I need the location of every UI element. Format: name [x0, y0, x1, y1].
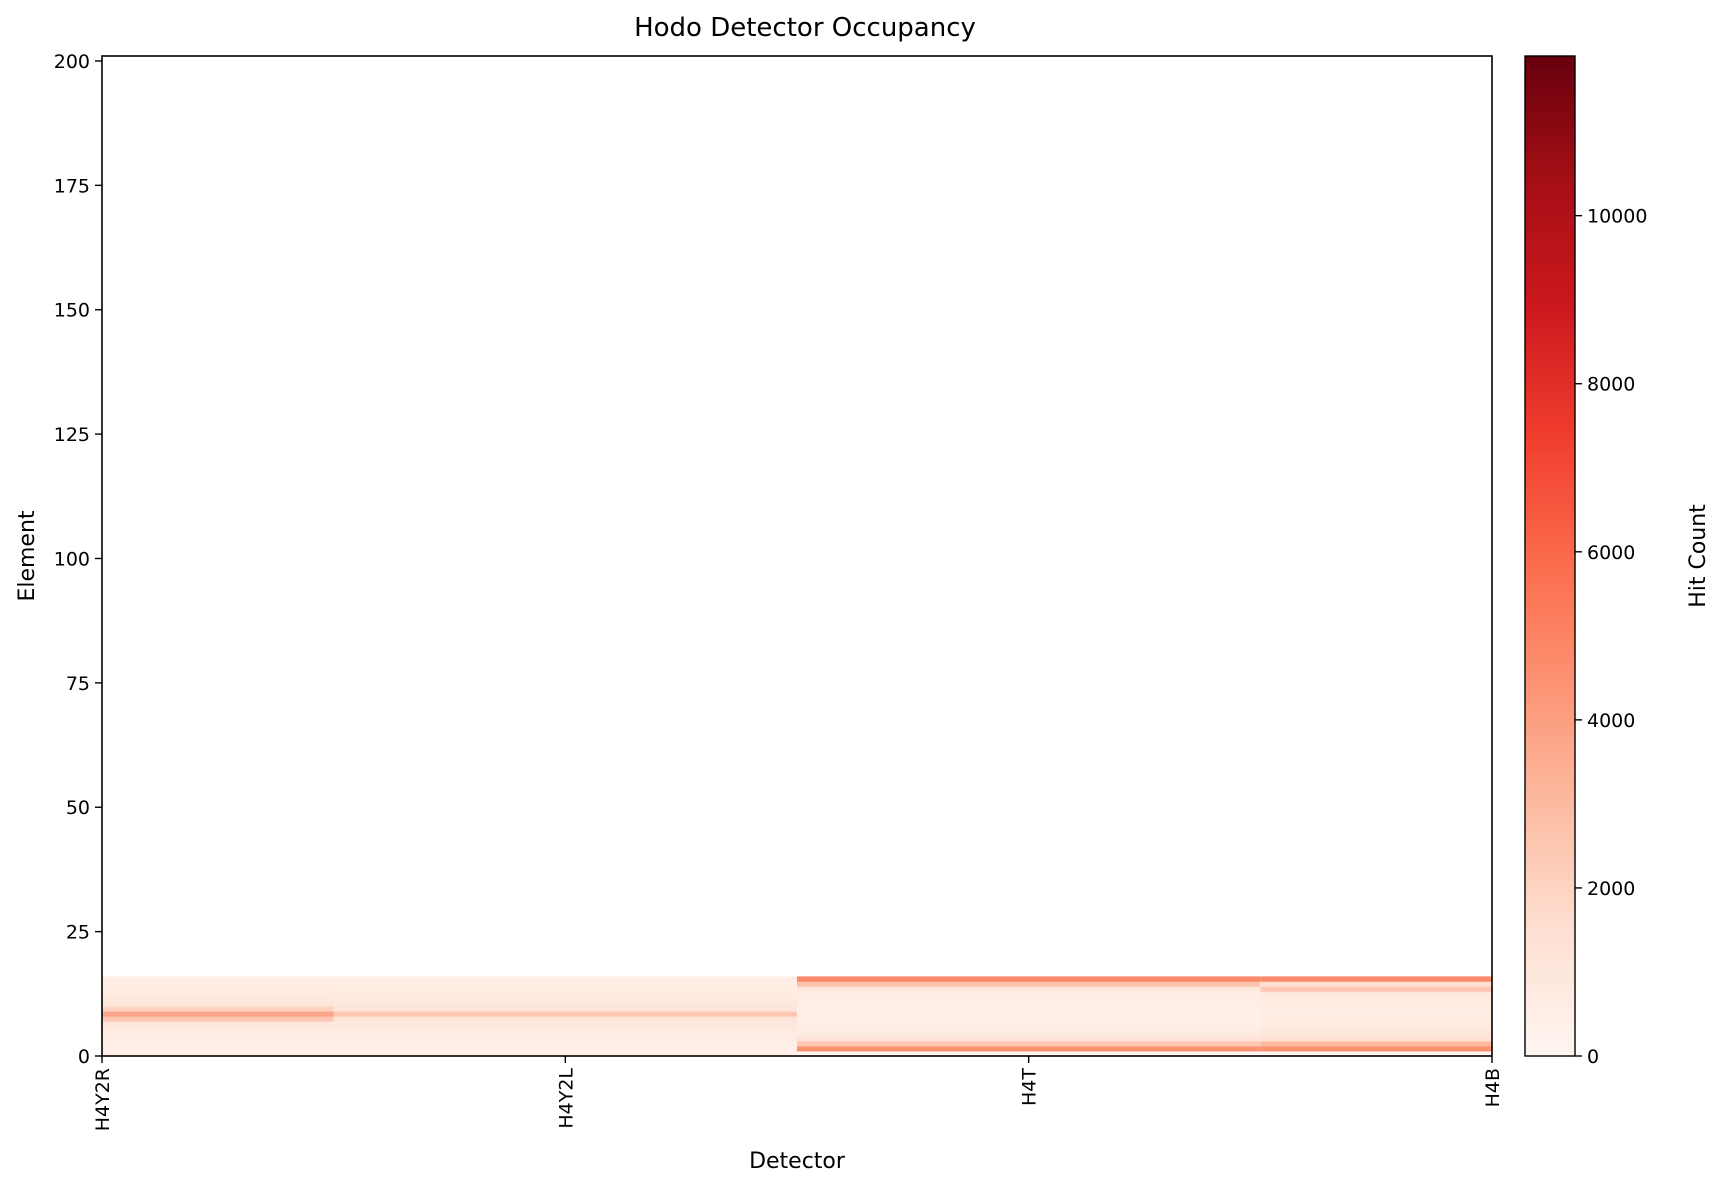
- heatmap-cell: [333, 1046, 797, 1052]
- y-tick-label: 175: [54, 175, 90, 197]
- heatmap-cell: [333, 991, 797, 997]
- heatmap-cell: [797, 1001, 1261, 1007]
- heatmap-cell: [333, 1021, 797, 1027]
- x-axis-label: Detector: [749, 1149, 846, 1174]
- y-tick-label: 50: [66, 797, 90, 819]
- heatmap-cell: [1260, 1041, 1492, 1047]
- heatmap-cell: [333, 1041, 797, 1047]
- heatmap-cell: [1260, 986, 1492, 992]
- heatmap-cell: [1260, 1051, 1492, 1057]
- heatmap-cell: [797, 1051, 1261, 1057]
- heatmap-cell: [797, 976, 1261, 982]
- heatmap-cell: [797, 1006, 1261, 1012]
- colorbar-tick-label: 4000: [1587, 710, 1635, 732]
- heatmap-cell: [797, 1026, 1261, 1032]
- y-tick-label: 0: [78, 1046, 90, 1068]
- heatmap-cell: [102, 1006, 334, 1012]
- heatmap-cell: [102, 1021, 334, 1027]
- heatmap-cell: [333, 1036, 797, 1042]
- heatmap-cell: [333, 1001, 797, 1007]
- heatmap-cell: [797, 1021, 1261, 1027]
- heatmap-cell: [333, 1016, 797, 1022]
- heatmap-cell: [1260, 1046, 1492, 1052]
- y-tick-label: 25: [66, 922, 90, 944]
- heatmap-cell: [102, 1046, 334, 1052]
- x-axis: H4Y2R H4Y2L H4T H4B: [92, 1056, 1504, 1131]
- heatmap-cell: [1260, 991, 1492, 997]
- heatmap-cell: [797, 1046, 1261, 1052]
- heatmap-cell: [1260, 1016, 1492, 1022]
- y-tick-label: 75: [66, 673, 90, 695]
- heatmap-cell: [333, 1006, 797, 1012]
- heatmap-cell: [1260, 996, 1492, 1002]
- plot-area-frame: [101, 55, 1493, 1057]
- colorbar-axis: 0 2000 4000 6000 8000 10000: [1575, 206, 1647, 1068]
- x-tick-label: H4Y2R: [92, 1068, 114, 1131]
- heatmap-cell: [797, 1031, 1261, 1037]
- colorbar-tick-label: 6000: [1587, 542, 1635, 564]
- heatmap-cell: [333, 976, 797, 982]
- heatmap-cell: [1260, 1021, 1492, 1027]
- heatmap-cell: [797, 1041, 1261, 1047]
- heatmap-cell: [333, 981, 797, 987]
- heatmap-cell: [102, 1036, 334, 1042]
- heatmap-cell: [797, 986, 1261, 992]
- heatmap-cell: [797, 996, 1261, 1002]
- heatmap-cell: [333, 996, 797, 1002]
- heatmap-cell: [102, 1026, 334, 1032]
- x-tick-label: H4T: [1019, 1068, 1041, 1106]
- heatmap-cell: [333, 986, 797, 992]
- y-tick-label: 100: [54, 548, 90, 570]
- colorbar-tick-label: 0: [1587, 1046, 1599, 1068]
- colorbar-tick-label: 10000: [1587, 206, 1647, 228]
- heatmap-cell: [797, 1011, 1261, 1017]
- heatmap-cell: [102, 1051, 334, 1057]
- heatmap-cell: [102, 981, 334, 987]
- y-axis-label: Element: [15, 510, 40, 601]
- colorbar: [1524, 55, 1576, 1057]
- heatmap-cell: [102, 996, 334, 1002]
- heatmap-cell: [1260, 1011, 1492, 1017]
- y-tick-label: 125: [54, 424, 90, 446]
- heatmap-cell: [797, 1036, 1261, 1042]
- heatmap-cell: [797, 981, 1261, 987]
- heatmap-cell: [1260, 976, 1492, 982]
- colorbar-label: Hit Count: [1686, 504, 1711, 608]
- x-tick-label: H4B: [1482, 1068, 1504, 1107]
- heatmap-cell: [102, 1001, 334, 1007]
- heatmap-cell: [1260, 1031, 1492, 1037]
- heatmap-cell: [1260, 981, 1492, 987]
- heatmap-cell: [102, 1041, 334, 1047]
- heatmap-cell: [102, 1011, 334, 1017]
- heatmap-cell: [102, 1016, 334, 1022]
- heatmap-cell: [333, 1026, 797, 1032]
- x-tick-label: H4Y2L: [555, 1068, 577, 1129]
- heatmap-cell: [333, 1031, 797, 1037]
- heatmap-cell: [102, 986, 334, 992]
- heatmap-cell: [102, 1031, 334, 1037]
- heatmap-cell: [797, 1016, 1261, 1022]
- heatmap-cell: [1260, 1026, 1492, 1032]
- heatmap-cell: [1260, 1036, 1492, 1042]
- y-axis: 0 25 50 75 100 125 150 175 200: [54, 51, 102, 1068]
- heatmap-cell: [102, 976, 334, 982]
- chart-title: Hodo Detector Occupancy: [634, 13, 976, 43]
- heatmap-cells: [102, 976, 1492, 1057]
- y-tick-label: 150: [54, 300, 90, 322]
- heatmap-cell: [1260, 1001, 1492, 1007]
- heatmap-cell: [102, 991, 334, 997]
- heatmap-cell: [333, 1011, 797, 1017]
- colorbar-tick-label: 8000: [1587, 374, 1635, 396]
- heatmap-cell: [1260, 1006, 1492, 1012]
- heatmap-cell: [333, 1051, 797, 1057]
- colorbar-tick-label: 2000: [1587, 878, 1635, 900]
- y-tick-label: 200: [54, 51, 90, 73]
- heatmap-cell: [797, 991, 1261, 997]
